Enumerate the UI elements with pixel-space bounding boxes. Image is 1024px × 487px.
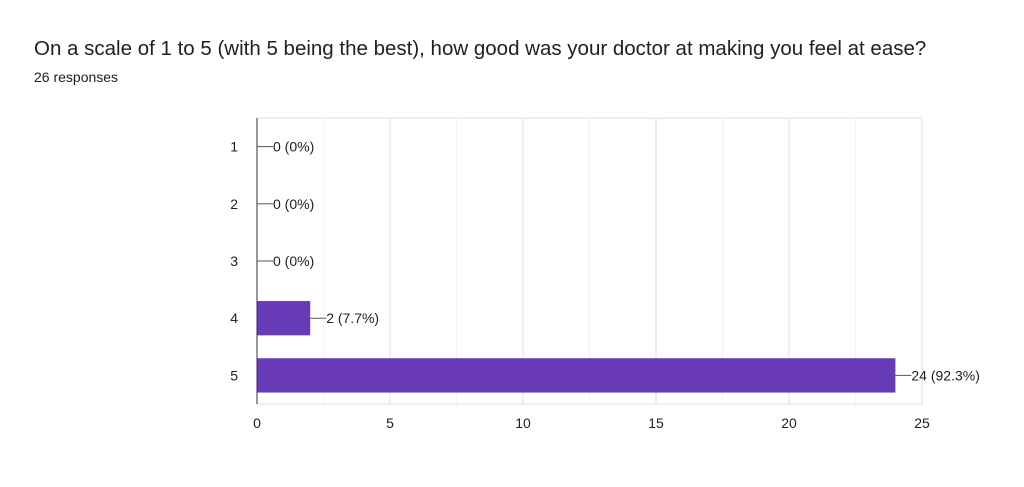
category-label: 4 xyxy=(230,310,238,326)
x-tick-label: 5 xyxy=(386,415,394,431)
x-tick-label: 20 xyxy=(781,415,797,431)
bars xyxy=(257,301,896,393)
bar xyxy=(257,301,311,336)
axes: 0 5 10 15 20 25 1 2 3 4 5 xyxy=(230,118,930,431)
data-labels: 0 (0%) 0 (0%) 0 (0%) 2 (7.7%) 24 (92.3%) xyxy=(257,139,980,383)
data-label: 0 (0%) xyxy=(273,253,314,269)
bar xyxy=(257,358,896,393)
gridlines xyxy=(257,117,923,405)
data-label: 0 (0%) xyxy=(273,139,314,155)
response-count: 26 responses xyxy=(34,69,119,85)
category-label: 2 xyxy=(230,196,238,212)
category-label: 3 xyxy=(230,253,238,269)
data-label: 0 (0%) xyxy=(273,196,314,212)
category-label: 5 xyxy=(230,367,238,383)
question-title: On a scale of 1 to 5 (with 5 being the b… xyxy=(34,37,927,60)
data-label: 2 (7.7%) xyxy=(326,310,379,326)
x-tick-label: 10 xyxy=(515,415,531,431)
x-tick-label: 15 xyxy=(648,415,664,431)
x-tick-label: 0 xyxy=(253,415,261,431)
category-label: 1 xyxy=(230,139,238,155)
x-tick-label: 25 xyxy=(914,415,930,431)
data-label: 24 (92.3%) xyxy=(911,367,979,383)
